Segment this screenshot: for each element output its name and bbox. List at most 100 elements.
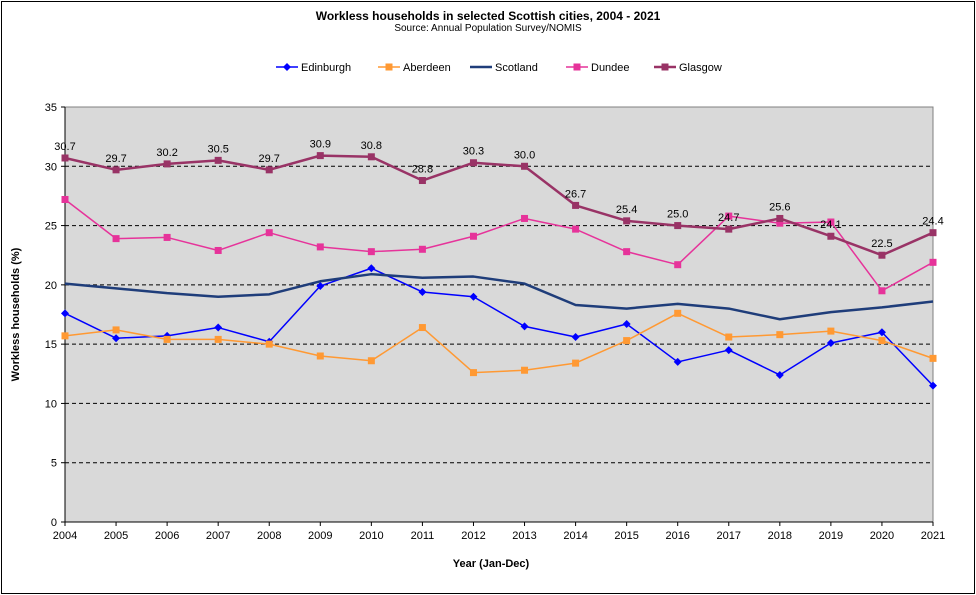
data-point-aberdeen (265, 340, 273, 348)
data-point-glasgow (674, 222, 682, 230)
data-label: 30.5 (207, 143, 228, 155)
data-point-glasgow (316, 152, 324, 160)
y-tick-label: 10 (45, 398, 57, 410)
legend-item-edinburgh: Edinburgh (276, 62, 351, 74)
x-tick-label: 2019 (819, 530, 843, 542)
data-point-glasgow (112, 166, 120, 174)
x-tick-label: 2007 (206, 530, 230, 542)
data-label: 25.6 (769, 201, 790, 213)
data-point-dundee (367, 248, 375, 256)
data-point-edinburgh (571, 333, 580, 342)
x-tick-label: 2012 (461, 530, 485, 542)
x-tick-label: 2021 (921, 530, 945, 542)
data-point-dundee (725, 212, 733, 220)
x-tick-label: 2004 (53, 530, 77, 542)
legend-marker (283, 63, 291, 71)
data-point-edinburgh (673, 357, 682, 366)
axes: 0 5 10 15 20 25 30 35 2004 2005 2006 2007 2008 2009 20… (45, 102, 945, 542)
x-tick-label: 2008 (257, 530, 281, 542)
data-point-glasgow (367, 153, 375, 161)
data-point-edinburgh (622, 319, 631, 328)
legend-label: Scotland (495, 62, 538, 74)
data-point-dundee (61, 195, 69, 203)
data-point-edinburgh (877, 328, 886, 337)
data-point-aberdeen (163, 335, 171, 343)
x-tick-label: 2009 (308, 530, 332, 542)
data-point-dundee (418, 245, 426, 253)
data-point-aberdeen (214, 335, 222, 343)
x-tick-label: 2017 (717, 530, 741, 542)
data-point-dundee (265, 229, 273, 237)
data-point-glasgow (265, 166, 273, 174)
data-label: 29.7 (259, 153, 280, 165)
data-point-aberdeen (776, 331, 784, 339)
data-point-dundee (163, 233, 171, 241)
series-glasgow (61, 152, 937, 259)
series-line-dundee (64, 198, 934, 292)
x-tick-label: 2010 (359, 530, 383, 542)
data-point-aberdeen (61, 332, 69, 340)
legend-item-glasgow: Glasgow (654, 62, 722, 74)
data-point-aberdeen (623, 337, 631, 345)
data-point-dundee (469, 232, 477, 240)
data-point-dundee (214, 246, 222, 254)
data-point-edinburgh (929, 381, 937, 390)
y-tick-label: 30 (45, 161, 57, 173)
gridlines (65, 165, 933, 464)
data-point-aberdeen (316, 352, 324, 360)
legend-marker (573, 63, 581, 71)
x-tick-label: 2011 (411, 530, 435, 542)
data-labels: 30.7 29.7 30.2 30.5 29.7 30.9 30.8 28.8 30.3 30.0… (54, 139, 943, 251)
data-point-edinburgh (418, 287, 427, 296)
legend-label: Aberdeen (403, 62, 451, 74)
data-point-edinburgh (316, 282, 325, 291)
y-tick-label: 20 (45, 280, 57, 292)
data-point-glasgow (418, 177, 426, 185)
data-point-dundee (623, 248, 631, 256)
data-label: 26.7 (565, 188, 586, 200)
data-label: 30.2 (156, 147, 177, 159)
data-point-dundee (776, 219, 784, 227)
data-point-glasgow (878, 251, 886, 259)
data-point-aberdeen (572, 359, 580, 367)
data-label: 30.9 (310, 139, 331, 151)
legend-item-scotland: Scotland (470, 62, 538, 74)
data-point-glasgow (214, 156, 222, 164)
data-label: 29.7 (105, 153, 126, 165)
x-tick-label: 2015 (614, 530, 638, 542)
data-label: 24.1 (820, 219, 841, 231)
data-label: 28.8 (412, 164, 433, 176)
data-label: 24.4 (922, 216, 943, 228)
legend-label: Glasgow (679, 62, 722, 74)
legend-item-aberdeen: Aberdeen (378, 62, 451, 74)
legend: Edinburgh Aberdeen Scotland Dundee Glasgow (276, 62, 722, 74)
data-point-dundee (674, 261, 682, 269)
legend-label: Edinburgh (301, 62, 351, 74)
data-label: 30.3 (463, 146, 484, 158)
data-label: 25.4 (616, 204, 637, 216)
data-point-glasgow (623, 217, 631, 225)
data-point-edinburgh (214, 323, 223, 332)
x-axis-title: Year (Jan-Dec) (453, 558, 530, 570)
y-axis-title: Workless households (%) (10, 247, 22, 381)
data-label: 24.7 (718, 212, 739, 224)
data-point-edinburgh (520, 322, 529, 331)
series-line-edinburgh (64, 267, 934, 387)
data-label: 30.7 (54, 141, 75, 153)
data-point-dundee (878, 287, 886, 295)
x-tick-label: 2006 (155, 530, 179, 542)
series-scotland (64, 272, 934, 321)
data-point-aberdeen (878, 337, 886, 345)
data-point-edinburgh (61, 309, 69, 318)
data-point-glasgow (163, 160, 171, 168)
y-tick-label: 5 (51, 458, 57, 470)
y-tick-label: 35 (45, 102, 57, 114)
series-line-scotland (64, 272, 934, 321)
data-point-edinburgh (775, 370, 784, 379)
data-label: 30.8 (361, 140, 382, 152)
data-point-glasgow (725, 225, 733, 233)
x-tick-label: 2005 (104, 530, 128, 542)
y-tick-label: 25 (45, 221, 57, 233)
legend-marker (661, 63, 669, 71)
